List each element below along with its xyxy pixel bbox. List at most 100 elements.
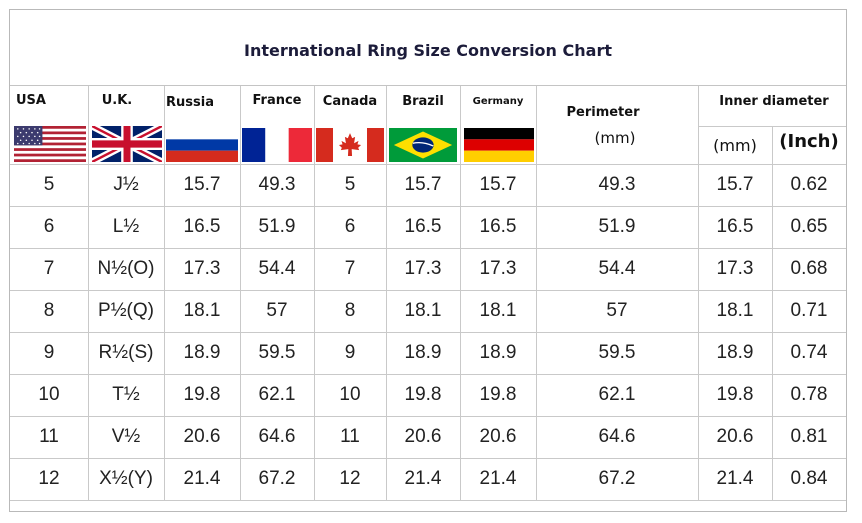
header-russia: Russia <box>166 95 214 110</box>
cell-germany: 18.9 <box>479 342 517 363</box>
row-divider <box>10 374 846 375</box>
cell-inner-inch: 0.68 <box>790 258 828 279</box>
cell-inner-inch: 0.81 <box>790 426 828 447</box>
cell-canada: 9 <box>344 342 356 363</box>
row-divider <box>10 332 846 333</box>
cell-uk: L½ <box>112 216 140 237</box>
cell-inner-inch: 0.65 <box>790 216 828 237</box>
cell-perimeter: 57 <box>606 300 628 321</box>
row-divider <box>10 206 846 207</box>
cell-brazil: 18.1 <box>404 300 442 321</box>
cell-russia: 16.5 <box>183 216 221 237</box>
header-inner-diameter: Inner diameter <box>719 94 829 109</box>
cell-france: 54.4 <box>258 258 296 279</box>
cell-perimeter: 62.1 <box>598 384 636 405</box>
column-divider <box>772 126 773 500</box>
cell-inner-mm: 18.1 <box>716 300 754 321</box>
cell-brazil: 19.8 <box>404 384 442 405</box>
cell-canada: 11 <box>340 426 360 447</box>
cell-france: 59.5 <box>258 342 296 363</box>
cell-brazil: 20.6 <box>404 426 442 447</box>
cell-russia: 18.9 <box>183 342 221 363</box>
row-divider <box>10 164 846 165</box>
cell-inner-mm: 19.8 <box>716 384 754 405</box>
cell-usa: 11 <box>39 426 59 447</box>
cell-canada: 7 <box>344 258 356 279</box>
column-divider <box>314 86 315 500</box>
column-divider <box>164 86 165 500</box>
cell-perimeter: 67.2 <box>598 468 636 489</box>
cell-perimeter: 54.4 <box>598 258 636 279</box>
cell-perimeter: 49.3 <box>598 174 636 195</box>
cell-perimeter: 64.6 <box>598 426 636 447</box>
cell-germany: 17.3 <box>479 258 517 279</box>
uk-flag-icon <box>92 126 162 162</box>
brazil-flag-icon <box>389 128 457 162</box>
cell-usa: 6 <box>43 216 55 237</box>
cell-brazil: 15.7 <box>404 174 442 195</box>
cell-inner-mm: 17.3 <box>716 258 754 279</box>
cell-usa: 12 <box>38 468 60 489</box>
cell-russia: 21.4 <box>183 468 221 489</box>
cell-usa: 10 <box>38 384 60 405</box>
cell-canada: 10 <box>339 384 361 405</box>
canada-flag-icon <box>316 128 384 162</box>
cell-inner-mm: 16.5 <box>716 216 754 237</box>
cell-canada: 6 <box>344 216 356 237</box>
cell-brazil: 21.4 <box>404 468 442 489</box>
row-divider <box>10 248 846 249</box>
cell-usa: 9 <box>43 342 55 363</box>
cell-uk: P½(Q) <box>98 300 154 321</box>
cell-inner-inch: 0.74 <box>790 342 828 363</box>
cell-france: 51.9 <box>258 216 296 237</box>
header-germany: Germany <box>472 96 524 107</box>
cell-uk: R½(S) <box>98 342 154 363</box>
column-divider <box>88 86 89 500</box>
header-canada: Canada <box>322 94 378 109</box>
cell-uk: N½(O) <box>97 258 155 279</box>
cell-germany: 21.4 <box>479 468 517 489</box>
cell-usa: 5 <box>43 174 55 195</box>
cell-russia: 15.7 <box>183 174 221 195</box>
column-divider <box>240 86 241 500</box>
cell-usa: 8 <box>43 300 55 321</box>
cell-canada: 5 <box>344 174 356 195</box>
ring-size-chart: International Ring Size Conversion Chart… <box>9 9 847 512</box>
column-divider <box>460 86 461 500</box>
germany-flag-icon <box>464 128 534 162</box>
cell-germany: 20.6 <box>479 426 517 447</box>
cell-france: 62.1 <box>258 384 296 405</box>
cell-uk: T½ <box>112 384 140 405</box>
cell-inner-inch: 0.78 <box>790 384 828 405</box>
cell-perimeter: 59.5 <box>598 342 636 363</box>
cell-france: 64.6 <box>258 426 296 447</box>
cell-inner-mm: 15.7 <box>716 174 754 195</box>
cell-canada: 12 <box>339 468 361 489</box>
cell-germany: 18.1 <box>479 300 517 321</box>
header-perimeter: Perimeter (mm) <box>566 105 640 147</box>
cell-germany: 15.7 <box>479 174 517 195</box>
cell-perimeter: 51.9 <box>598 216 636 237</box>
header-inner-inch: (Inch) <box>779 131 839 152</box>
cell-brazil: 18.9 <box>404 342 442 363</box>
cell-russia: 17.3 <box>183 258 221 279</box>
cell-inner-mm: 21.4 <box>716 468 754 489</box>
cell-france: 49.3 <box>258 174 296 195</box>
cell-brazil: 17.3 <box>404 258 442 279</box>
usa-flag-icon <box>14 126 86 162</box>
cell-russia: 20.6 <box>183 426 221 447</box>
cell-inner-mm: 20.6 <box>716 426 754 447</box>
cell-brazil: 16.5 <box>404 216 442 237</box>
cell-germany: 16.5 <box>479 216 517 237</box>
chart-title: International Ring Size Conversion Chart <box>10 10 846 86</box>
cell-germany: 19.8 <box>479 384 517 405</box>
row-divider <box>10 458 846 459</box>
cell-france: 57 <box>266 300 288 321</box>
header-france: France <box>252 93 302 108</box>
row-divider <box>10 290 846 291</box>
cell-uk: J½ <box>113 174 139 195</box>
cell-russia: 19.8 <box>183 384 221 405</box>
cell-uk: V½ <box>111 426 141 447</box>
header-usa: USA <box>16 93 46 108</box>
cell-france: 67.2 <box>258 468 296 489</box>
